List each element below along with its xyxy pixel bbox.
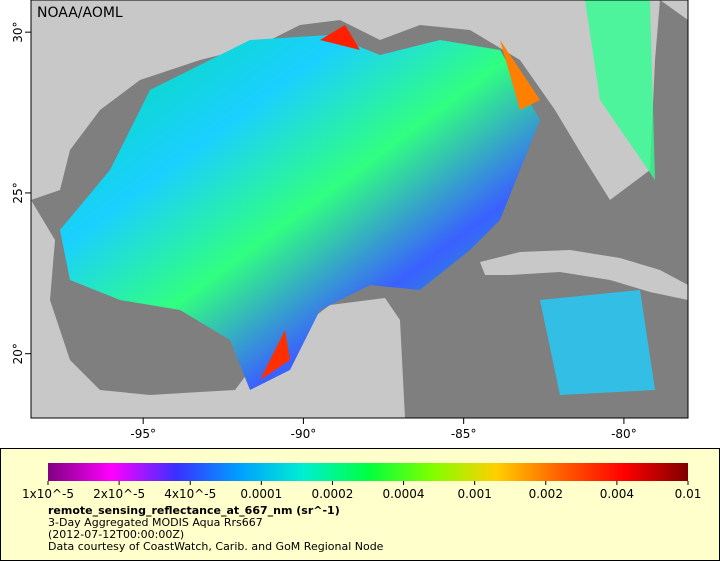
x-tick-label: -90° bbox=[291, 427, 317, 441]
x-tick-label: -80° bbox=[611, 427, 637, 441]
colorbar-label: 0.0001 bbox=[240, 487, 282, 501]
colorbar-label: 0.001 bbox=[457, 487, 491, 501]
variable-name: remote_sensing_reflectance_at_667_nm (sr… bbox=[48, 504, 340, 517]
map-frame bbox=[30, 0, 689, 419]
colorbar-label: 0.0002 bbox=[311, 487, 353, 501]
y-tick-label: 30° bbox=[11, 22, 25, 43]
colorbar-label: 4x10^-5 bbox=[164, 487, 216, 501]
colorbar-label: 1x10^-5 bbox=[22, 487, 74, 501]
us-land bbox=[31, 0, 688, 200]
high-reflectance bbox=[500, 40, 540, 110]
y-tick-label: 20° bbox=[11, 343, 25, 364]
caption-line: 3-Day Aggregated MODIS Aqua Rrs667 bbox=[48, 516, 263, 529]
cuba bbox=[480, 250, 688, 300]
reflectance-field bbox=[540, 290, 655, 395]
mexico-land bbox=[31, 200, 405, 418]
colorbar bbox=[48, 463, 688, 481]
colorbar-label: 0.01 bbox=[675, 487, 702, 501]
y-tick-label: 25° bbox=[11, 182, 25, 203]
reflectance-field bbox=[60, 35, 540, 390]
high-reflectance bbox=[320, 25, 360, 50]
colorbar-label: 2x10^-5 bbox=[93, 487, 145, 501]
x-tick-label: -95° bbox=[130, 427, 156, 441]
x-tick-label: -85° bbox=[451, 427, 477, 441]
high-reflectance bbox=[260, 330, 290, 380]
caption-line: (2012-07-12T00:00:00Z) bbox=[48, 528, 184, 541]
colorbar-label: 0.0004 bbox=[383, 487, 425, 501]
map bbox=[31, 0, 688, 418]
reflectance-field bbox=[585, 0, 655, 180]
colorbar-label: 0.002 bbox=[529, 487, 563, 501]
colorbar-label: 0.004 bbox=[600, 487, 634, 501]
caption-line: Data courtesy of CoastWatch, Carib. and … bbox=[48, 540, 384, 553]
credit: NOAA/AOML bbox=[37, 5, 123, 21]
